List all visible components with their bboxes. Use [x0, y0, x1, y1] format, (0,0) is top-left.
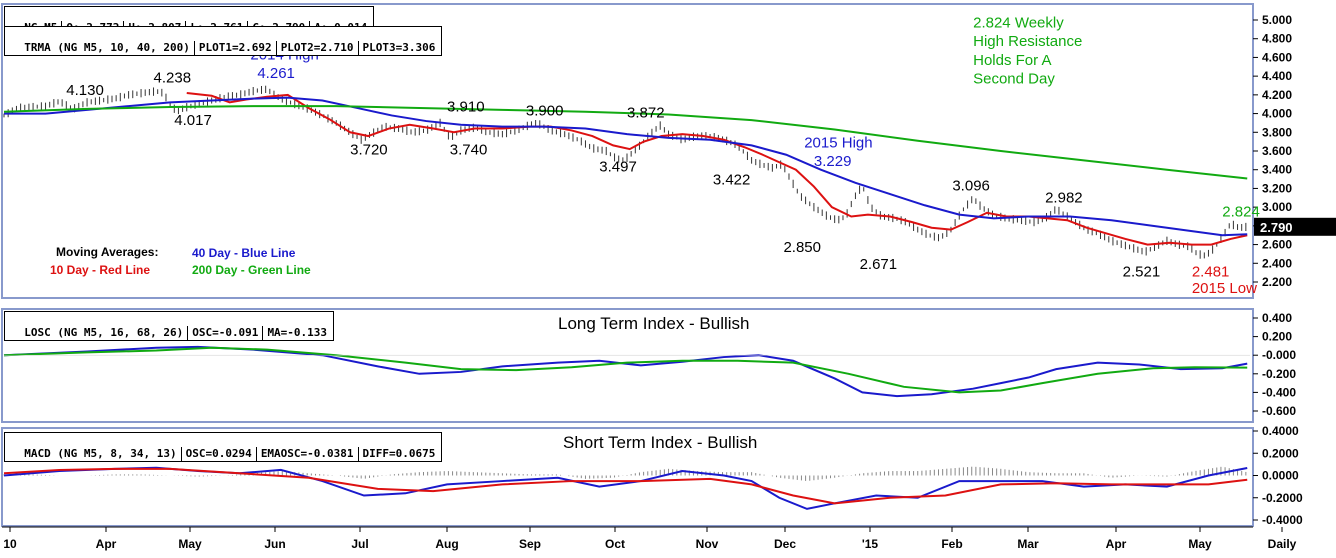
x-tick-label: Daily: [1268, 537, 1297, 551]
macd-title: Short Term Index - Bullish: [563, 433, 758, 452]
losc-ma-value: MA=-0.133: [267, 326, 328, 339]
trma-label: TRMA (NG M5, 10, 40, 200): [20, 41, 195, 55]
y-tick-label: 2.400: [1262, 256, 1292, 270]
losc-label: LOSC (NG M5, 16, 68, 26): [20, 326, 189, 340]
price-annotation: 3.497: [599, 159, 637, 176]
x-tick-label: Nov: [696, 537, 719, 551]
y-tick-label: 3.000: [1262, 200, 1292, 214]
losc-line-blue: [3, 345, 1248, 398]
plot2-value: PLOT2=2.710: [277, 41, 359, 55]
price-annotation: Second Day: [973, 71, 1055, 88]
x-tick-label: Sep: [519, 537, 541, 551]
price-annotation: 4.238: [154, 70, 192, 87]
x-tick-label: Mar: [1017, 537, 1039, 551]
price-annotation: 4.261: [257, 65, 295, 82]
price-annotation: 3.422: [713, 172, 751, 189]
price-annotation: 3.872: [627, 104, 665, 121]
losc-line-green: [3, 346, 1248, 394]
y-tick-label: 4.800: [1262, 32, 1292, 46]
y-tick-label: -0.000: [1262, 348, 1296, 362]
price-annotation: 2015 Low: [1192, 280, 1257, 297]
price-annotation: 2015 High: [804, 134, 872, 151]
price-annotation: 2.824: [1222, 204, 1260, 221]
y-tick-label: 4.200: [1262, 88, 1292, 102]
y-tick-label: 0.200: [1262, 330, 1292, 344]
price-info-row2: TRMA (NG M5, 10, 40, 200) PLOT1=2.692 PLOT…: [4, 26, 443, 56]
y-tick-label: 4.600: [1262, 50, 1292, 64]
price-annotation: 2.982: [1045, 189, 1083, 206]
macd-label: MACD (NG M5, 8, 34, 13): [20, 447, 182, 461]
price-annotation: 3.096: [952, 177, 990, 194]
y-tick-label: -0.200: [1262, 367, 1296, 381]
x-tick-label: Aug: [435, 537, 458, 551]
y-tick-label: 3.400: [1262, 163, 1292, 177]
price-annotation: 4.130: [66, 82, 104, 99]
legend-green: 200 Day - Green Line: [192, 263, 311, 277]
price-annotation: 3.229: [814, 153, 852, 170]
plot1-value: PLOT1=2.692: [195, 41, 277, 55]
price-annotation: 2.671: [860, 256, 898, 273]
y-tick-label: 0.400: [1262, 311, 1292, 325]
y-tick-label: -0.2000: [1262, 491, 1303, 505]
price-annotation: 3.740: [450, 142, 488, 159]
y-tick-label: -0.600: [1262, 404, 1296, 418]
price-annotation: 3.900: [526, 102, 564, 119]
x-tick-label: Oct: [605, 537, 625, 551]
x-tick-label: Dec: [774, 537, 796, 551]
price-annotation: 3.720: [350, 142, 388, 159]
price-annotation: 3.910: [447, 99, 485, 116]
macd-diff-value: DIFF=0.0675: [362, 447, 436, 460]
x-tick-label: 10: [3, 537, 17, 551]
x-tick-label: '15: [862, 537, 879, 551]
last-price-label: 2.790: [1260, 220, 1293, 235]
price-annotation: 4.017: [174, 112, 212, 129]
price-annotation: High Resistance: [973, 33, 1082, 50]
price-annotation: 2.481: [1192, 263, 1230, 280]
macd-info: MACD (NG M5, 8, 34, 13) OSC=0.0294 EMAOSC=…: [4, 432, 443, 462]
x-tick-label: Jun: [264, 537, 285, 551]
x-tick-label: May: [178, 537, 202, 551]
x-tick-label: Apr: [96, 537, 117, 551]
macd-osc-value: OSC=0.0294: [182, 447, 257, 461]
ma-line-blue: [4, 96, 1248, 237]
y-tick-label: 5.000: [1262, 13, 1292, 27]
macd-line-red: [3, 467, 1248, 505]
panel-frame-2: [1, 308, 1254, 423]
y-tick-label: 2.200: [1262, 275, 1292, 289]
price-annotation: 2.824 Weekly: [973, 14, 1064, 31]
price-annotation: 2.521: [1123, 263, 1161, 280]
legend-red: 10 Day - Red Line: [50, 263, 151, 277]
losc-osc-value: OSC=-0.091: [188, 326, 264, 340]
y-tick-label: 3.800: [1262, 125, 1292, 139]
x-tick-label: May: [1188, 537, 1212, 551]
y-tick-label: 4.000: [1262, 107, 1292, 121]
ma-line-red: [186, 91, 1248, 246]
x-tick-label: Apr: [1106, 537, 1127, 551]
x-tick-label: Feb: [941, 537, 962, 551]
price-annotation: Holds For A: [973, 52, 1051, 69]
losc-info: LOSC (NG M5, 16, 68, 26) OSC=-0.091 MA=-0.…: [4, 311, 335, 341]
y-tick-label: 4.400: [1262, 69, 1292, 83]
y-tick-label: 2.600: [1262, 238, 1292, 252]
y-tick-label: 0.0000: [1262, 469, 1299, 483]
x-tick-label: Jul: [351, 537, 368, 551]
plot3-value: PLOT3=3.306: [362, 41, 436, 54]
y-tick-label: 3.600: [1262, 144, 1292, 158]
ma-line-green: [3, 105, 1248, 180]
y-tick-label: -0.4000: [1262, 513, 1303, 527]
y-tick-label: -0.400: [1262, 385, 1296, 399]
y-tick-label: 0.2000: [1262, 446, 1299, 460]
losc-title: Long Term Index - Bullish: [558, 314, 750, 333]
legend-blue: 40 Day - Blue Line: [192, 246, 296, 260]
price-annotation: 2.850: [783, 239, 821, 256]
panel-frame-3: [1, 427, 1254, 527]
legend-title: Moving Averages:: [56, 245, 159, 259]
y-tick-label: 3.200: [1262, 181, 1292, 195]
macd-line-blue: [3, 466, 1248, 510]
last-price-box: [1254, 217, 1336, 236]
macd-emaosc-value: EMAOSC=-0.0381: [257, 447, 359, 461]
y-tick-label: 0.4000: [1262, 424, 1299, 438]
